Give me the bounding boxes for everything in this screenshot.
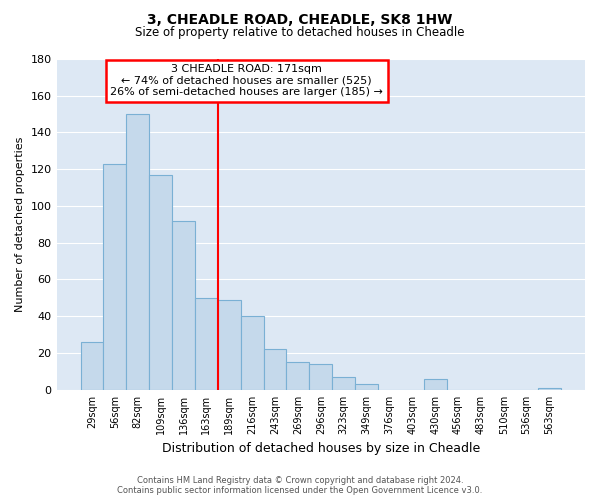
Bar — [263, 349, 286, 390]
Bar — [332, 376, 355, 390]
Bar — [310, 364, 332, 390]
Text: 3, CHEADLE ROAD, CHEADLE, SK8 1HW: 3, CHEADLE ROAD, CHEADLE, SK8 1HW — [148, 12, 452, 26]
Bar — [355, 384, 378, 390]
Text: Contains HM Land Registry data © Crown copyright and database right 2024.
Contai: Contains HM Land Registry data © Crown c… — [118, 476, 482, 495]
Bar — [127, 114, 149, 390]
Y-axis label: Number of detached properties: Number of detached properties — [15, 136, 25, 312]
Bar — [424, 378, 446, 390]
Bar — [80, 342, 103, 390]
Bar — [241, 316, 263, 390]
X-axis label: Distribution of detached houses by size in Cheadle: Distribution of detached houses by size … — [161, 442, 480, 455]
Bar — [103, 164, 127, 390]
Bar — [195, 298, 218, 390]
Text: 3 CHEADLE ROAD: 171sqm
← 74% of detached houses are smaller (525)
26% of semi-de: 3 CHEADLE ROAD: 171sqm ← 74% of detached… — [110, 64, 383, 97]
Text: Size of property relative to detached houses in Cheadle: Size of property relative to detached ho… — [135, 26, 465, 39]
Bar — [149, 174, 172, 390]
Bar — [538, 388, 561, 390]
Bar — [286, 362, 310, 390]
Bar — [218, 300, 241, 390]
Bar — [172, 220, 195, 390]
